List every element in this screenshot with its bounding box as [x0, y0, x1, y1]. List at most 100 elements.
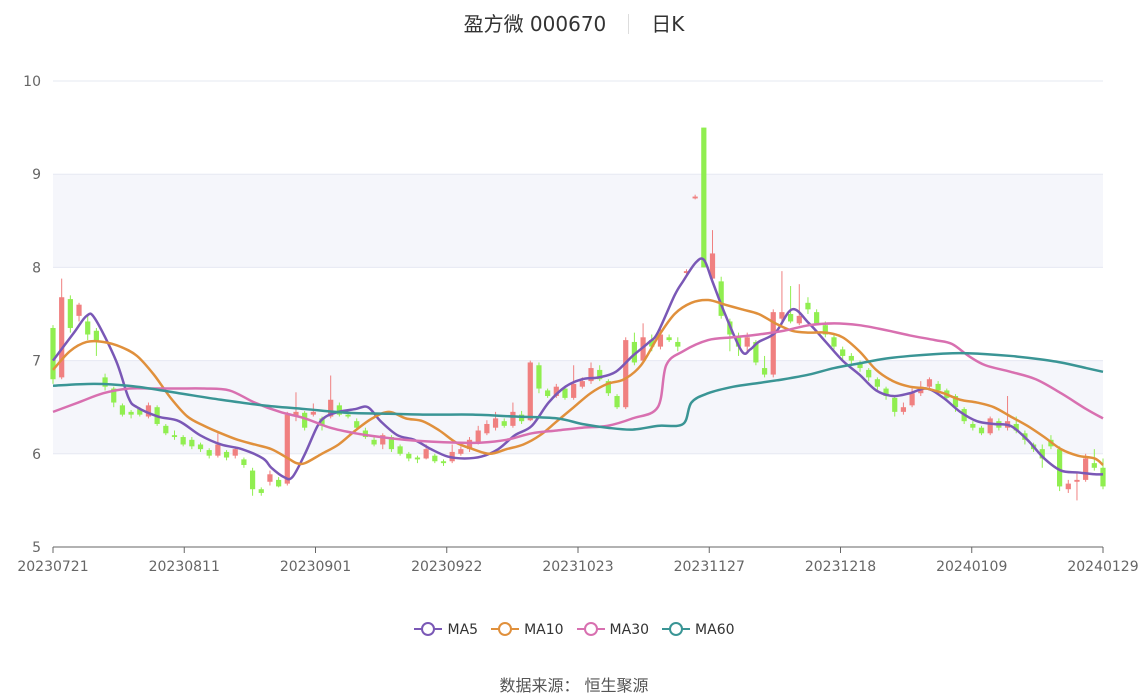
candle-body	[683, 271, 690, 273]
candle-body	[848, 355, 854, 361]
candle-body	[883, 388, 889, 397]
legend-item-ma60[interactable]: MA60	[661, 620, 735, 638]
candle-body	[284, 414, 290, 484]
candle-body	[50, 327, 56, 380]
candle-body	[406, 453, 412, 459]
y-tick-label: 5	[32, 540, 41, 556]
candle-body	[466, 439, 473, 450]
period-label: 日K	[651, 12, 685, 36]
candle-body	[926, 379, 933, 387]
candle-body	[623, 340, 629, 408]
candle-body	[1083, 458, 1089, 480]
candle-body	[796, 315, 802, 324]
candle-body	[666, 337, 672, 341]
x-tick-label: 20231127	[674, 559, 745, 575]
legend-marker-icon	[576, 622, 605, 636]
candle-body	[492, 418, 499, 428]
candle-body	[232, 449, 238, 456]
candle-body	[814, 312, 820, 324]
y-tick-label: 7	[32, 354, 41, 370]
candle-body	[258, 489, 264, 493]
candle-body	[1091, 463, 1097, 468]
candle-body	[293, 411, 299, 417]
grid-lines	[53, 80, 1103, 455]
candle-body	[111, 388, 117, 403]
candle-body	[970, 423, 976, 428]
source-name: 恒生聚源	[584, 676, 649, 695]
candle-body	[892, 397, 898, 412]
candle-body	[336, 405, 342, 415]
candle-body	[744, 337, 750, 347]
ma-line-ma5	[52, 257, 1104, 481]
candle-body	[223, 451, 230, 458]
legend-label: MA5	[447, 622, 479, 638]
candle-body	[388, 437, 395, 450]
candle-body	[761, 368, 768, 375]
source-label: 数据来源：	[499, 676, 580, 695]
candle-body	[718, 281, 724, 316]
legend-marker-icon	[414, 622, 443, 636]
candle-body	[675, 341, 681, 347]
ma-line-ma30	[52, 322, 1104, 445]
candle-body	[553, 386, 559, 397]
candle-body	[319, 418, 325, 426]
candle-body	[328, 399, 334, 417]
x-tick-label: 20231218	[805, 559, 876, 575]
candle-body	[1100, 467, 1106, 487]
candlestick-chart: 5 6 7 8 9 10 20230721 20230811 20230901 20230922…	[17, 74, 1139, 575]
candle-body	[614, 396, 620, 408]
candle-body	[354, 421, 360, 428]
candle-body	[102, 377, 108, 387]
candle-body	[1013, 423, 1019, 431]
candle-body	[76, 304, 82, 316]
candle-body	[501, 421, 507, 426]
candle-body	[527, 362, 533, 421]
candle-body	[770, 312, 776, 375]
candle-body	[423, 449, 429, 459]
candle-body	[562, 388, 568, 398]
candle-body	[779, 312, 785, 319]
y-tick-label: 8	[32, 260, 41, 276]
x-tick-label: 20240129	[1067, 559, 1138, 575]
candle-body	[267, 474, 273, 482]
plot-bands	[53, 174, 1103, 454]
ma-line-ma60	[52, 351, 1104, 431]
candle-body	[735, 337, 742, 347]
candle-body	[874, 379, 880, 387]
y-tick-label: 10	[23, 74, 41, 90]
candle-body	[579, 381, 585, 387]
candle-body	[701, 127, 707, 268]
candle-body	[536, 365, 542, 389]
x-axis: 20230721 20230811 20230901 20230922 20231023…	[17, 546, 1139, 575]
candle-body	[345, 414, 351, 417]
candle-body	[189, 439, 195, 447]
candle-body	[657, 334, 664, 347]
legend-marker-icon	[491, 622, 520, 636]
candle-body	[484, 423, 490, 434]
candle-body	[866, 369, 872, 378]
candle-body	[414, 457, 421, 460]
candle-body	[440, 461, 447, 464]
candle-body	[380, 435, 386, 445]
candle-body	[1039, 449, 1045, 459]
candle-body	[197, 444, 204, 450]
candle-body	[597, 369, 603, 380]
candle-body	[310, 411, 316, 415]
candle-body	[276, 479, 282, 487]
candle-body	[831, 337, 837, 347]
legend-marker-icon	[662, 622, 691, 636]
y-axis-labels: 5 6 7 8 9 10	[23, 74, 41, 556]
legend-item-ma10[interactable]: MA10	[490, 620, 564, 638]
legend-item-ma30[interactable]: MA30	[576, 620, 649, 638]
x-tick-label: 20230811	[149, 559, 220, 575]
legend-item-ma5[interactable]: MA5	[413, 620, 478, 638]
candle-body	[631, 341, 638, 363]
candle-body	[649, 340, 655, 347]
candle-body	[206, 450, 212, 456]
candle-body	[171, 435, 178, 438]
candle-body	[753, 341, 759, 363]
candle-body	[840, 349, 846, 356]
plot-band	[53, 360, 1103, 454]
candle-body	[85, 321, 91, 335]
candle-body	[241, 459, 247, 465]
